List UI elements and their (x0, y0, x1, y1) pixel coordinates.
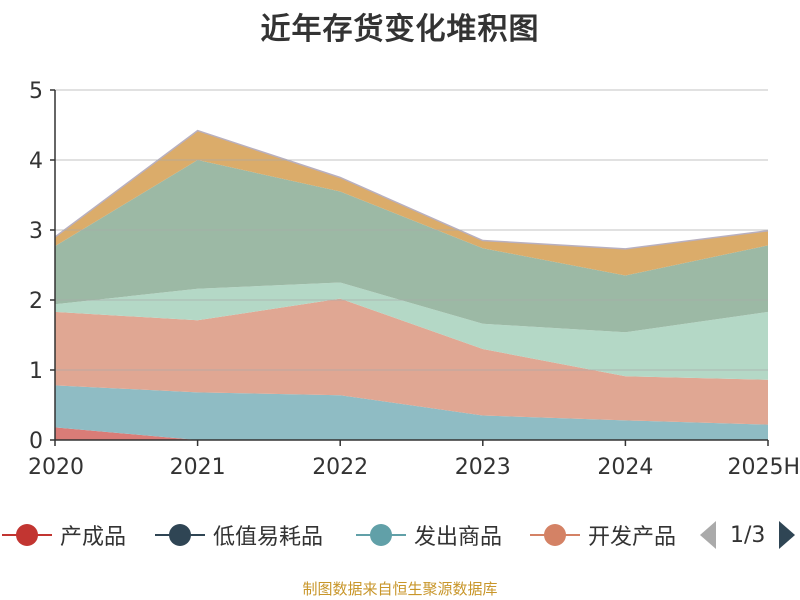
area-series-3 (55, 298, 768, 425)
legend-label-development-products: 开发产品 (588, 525, 677, 550)
y-tick-label: 3 (29, 219, 43, 244)
area-series-5 (55, 160, 768, 333)
legend-item-consumables[interactable]: 低值易耗品 (155, 515, 323, 555)
pager-next-icon[interactable] (779, 521, 796, 549)
x-tick-label: 2025H (727, 455, 800, 480)
area-series-2 (55, 385, 768, 440)
y-tick-label: 1 (29, 359, 43, 384)
source-note: 制图数据来自恒生聚源数据库 (302, 580, 498, 598)
legend-dot (16, 524, 38, 546)
legend-label-product: 产成品 (60, 525, 127, 550)
x-tick-label: 2023 (455, 455, 511, 480)
area-series-4 (55, 282, 768, 380)
x-tick-label: 2021 (170, 455, 226, 480)
area-series-6 (55, 130, 768, 276)
area-series-0 (55, 427, 768, 440)
pager-prev-icon[interactable] (700, 521, 716, 549)
y-tick-label: 5 (29, 79, 43, 104)
legend-item-product[interactable]: 产成品 (2, 515, 126, 555)
legend-marker-shipped-goods (356, 521, 406, 549)
legend-dot (544, 524, 566, 546)
y-tick-label: 0 (29, 429, 43, 454)
legend-marker-consumables (155, 521, 205, 549)
legend-item-development-products[interactable]: 开发产品 (530, 515, 682, 555)
area-top-edge (54, 129, 769, 250)
legend-label-shipped-goods: 发出商品 (414, 525, 503, 550)
y-tick-label: 2 (29, 289, 43, 314)
legend-pager: 1/3 (700, 515, 796, 555)
x-tick-label: 2022 (312, 455, 368, 480)
legend-item-shipped-goods[interactable]: 发出商品 (356, 515, 502, 555)
legend-marker-product (2, 521, 52, 549)
pager-text: 1/3 (730, 522, 766, 548)
legend-label-consumables: 低值易耗品 (213, 525, 324, 550)
x-tick-label: 2024 (597, 455, 653, 480)
legend-dot (169, 524, 191, 546)
legend-dot (370, 524, 392, 546)
chart-title: 近年存货变化堆积图 (260, 12, 540, 47)
x-tick-label: 2020 (28, 455, 84, 480)
y-tick-label: 4 (29, 149, 43, 174)
legend-marker-development-products (530, 521, 580, 549)
legend: 产成品 低值易耗品 发出商品 开发产品 1/3 (0, 515, 800, 555)
